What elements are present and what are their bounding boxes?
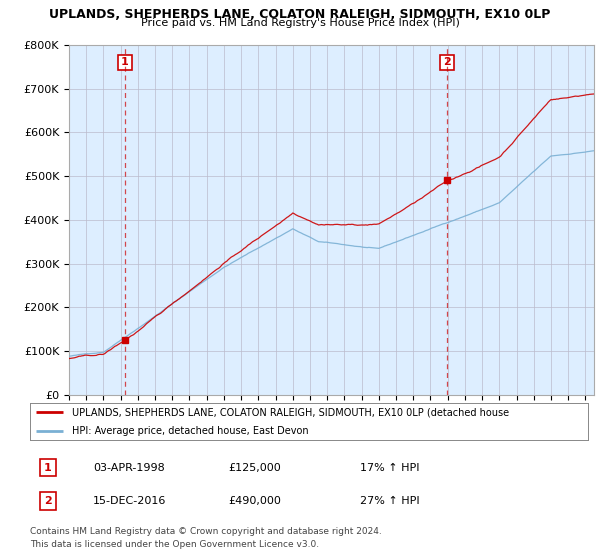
- Text: 1: 1: [44, 463, 52, 473]
- Text: £125,000: £125,000: [228, 463, 281, 473]
- Text: 03-APR-1998: 03-APR-1998: [93, 463, 165, 473]
- Text: 17% ↑ HPI: 17% ↑ HPI: [360, 463, 419, 473]
- Text: This data is licensed under the Open Government Licence v3.0.: This data is licensed under the Open Gov…: [30, 540, 319, 549]
- Text: UPLANDS, SHEPHERDS LANE, COLATON RALEIGH, SIDMOUTH, EX10 0LP (detached house: UPLANDS, SHEPHERDS LANE, COLATON RALEIGH…: [72, 407, 509, 417]
- Text: 15-DEC-2016: 15-DEC-2016: [93, 496, 166, 506]
- Text: 2: 2: [443, 57, 451, 67]
- Text: UPLANDS, SHEPHERDS LANE, COLATON RALEIGH, SIDMOUTH, EX10 0LP: UPLANDS, SHEPHERDS LANE, COLATON RALEIGH…: [49, 8, 551, 21]
- Text: HPI: Average price, detached house, East Devon: HPI: Average price, detached house, East…: [72, 426, 308, 436]
- Text: 1: 1: [121, 57, 129, 67]
- Text: Contains HM Land Registry data © Crown copyright and database right 2024.: Contains HM Land Registry data © Crown c…: [30, 528, 382, 536]
- Text: 27% ↑ HPI: 27% ↑ HPI: [360, 496, 419, 506]
- Text: 2: 2: [44, 496, 52, 506]
- Text: Price paid vs. HM Land Registry's House Price Index (HPI): Price paid vs. HM Land Registry's House …: [140, 18, 460, 29]
- Text: £490,000: £490,000: [228, 496, 281, 506]
